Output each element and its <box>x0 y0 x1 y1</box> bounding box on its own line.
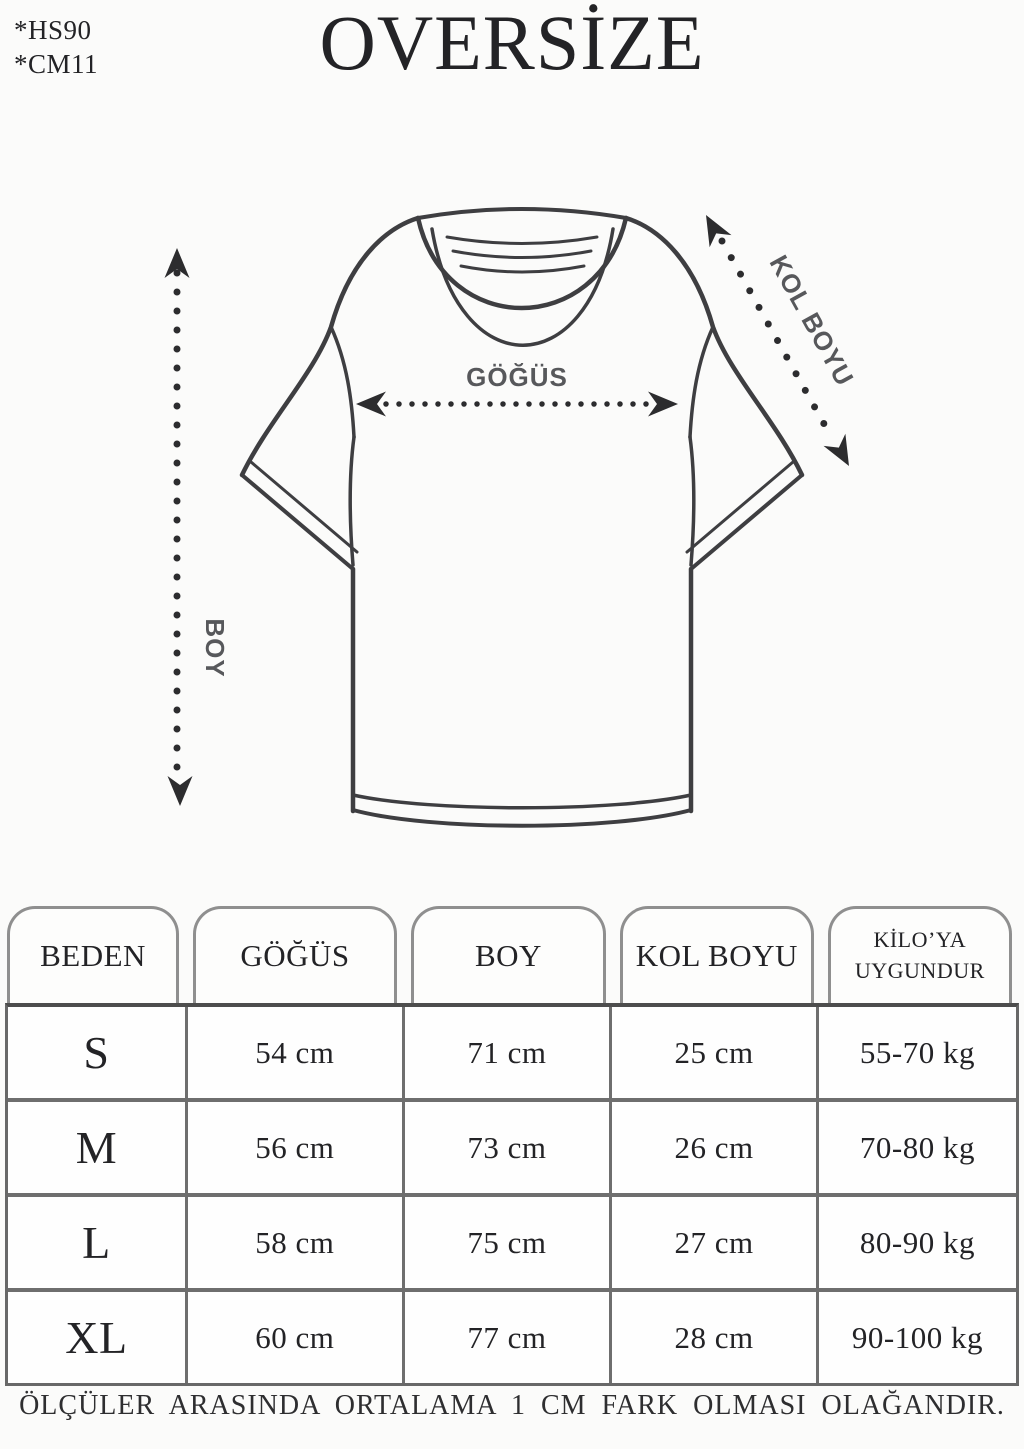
cell-size: L <box>8 1197 188 1288</box>
tshirt-diagram: GÖĞÜS BOY KOL BOYU <box>164 207 860 828</box>
size-table-header: BEDEN GÖĞÜS BOY KOL BOYU KİLO’YA UYGUNDU… <box>5 903 1019 1003</box>
product-code-line2: *CM11 <box>14 48 99 79</box>
column-header-kol-boyu: KOL BOYU <box>619 906 814 1003</box>
cell-chest: 56 cm <box>188 1102 405 1193</box>
column-header-gogus: GÖĞÜS <box>192 906 397 1003</box>
column-header-kilo: KİLO’YA UYGUNDUR <box>827 906 1012 1003</box>
sleeve-measure-label: KOL BOYU <box>764 250 860 391</box>
table-row-xl: XL 60 cm 77 cm 28 cm 90-100 kg <box>8 1292 1016 1383</box>
cell-weight: 80-90 kg <box>859 1224 975 1260</box>
column-header-beden: BEDEN <box>7 906 179 1003</box>
table-row-s: S 54 cm 71 cm 25 cm 55-70 kg <box>8 1007 1016 1102</box>
cell-sleeve: 25 cm <box>612 1007 819 1098</box>
cell-length: 73 cm <box>405 1102 613 1193</box>
table-row-l: L 58 cm 75 cm 27 cm 80-90 kg <box>8 1197 1016 1292</box>
cell-weight: 90-100 kg <box>851 1319 983 1355</box>
chest-arrow <box>356 391 678 417</box>
cell-length: 75 cm <box>405 1197 613 1288</box>
size-table: BEDEN GÖĞÜS BOY KOL BOYU KİLO’YA UYGUNDU… <box>5 903 1019 1386</box>
table-row-m: M 56 cm 73 cm 26 cm 70-80 kg <box>8 1102 1016 1197</box>
cell-size: S <box>8 1007 188 1098</box>
length-measure-label: BOY <box>200 618 230 677</box>
cell-sleeve: 28 cm <box>612 1292 819 1383</box>
cell-chest: 60 cm <box>188 1292 405 1383</box>
page-title: OVERSİZE <box>319 0 705 86</box>
tolerance-note: ÖLÇÜLER ARASINDA ORTALAMA 1 CM FARK OLMA… <box>19 1390 1005 1421</box>
column-header-boy: BOY <box>410 906 606 1003</box>
cell-length: 77 cm <box>405 1292 613 1383</box>
cell-chest: 54 cm <box>188 1007 405 1098</box>
cell-length: 71 cm <box>405 1007 613 1098</box>
cell-weight: 70-80 kg <box>859 1129 975 1165</box>
product-code-line1: *HS90 <box>14 15 92 45</box>
tshirt-outline <box>239 207 805 828</box>
cell-weight: 55-70 kg <box>859 1034 975 1070</box>
product-codes: *HS90 *CM11 <box>14 14 98 82</box>
cell-chest: 58 cm <box>188 1197 405 1288</box>
cell-sleeve: 26 cm <box>612 1102 819 1193</box>
sleeve-arrow <box>706 215 849 466</box>
cell-size: XL <box>8 1292 188 1383</box>
cell-sleeve: 27 cm <box>612 1197 819 1288</box>
length-arrow <box>164 248 193 806</box>
chest-measure-label: GÖĞÜS <box>466 362 568 392</box>
cell-size: M <box>8 1102 188 1193</box>
size-table-body: S 54 cm 71 cm 25 cm 55-70 kg M 56 cm 73 … <box>5 1003 1019 1386</box>
